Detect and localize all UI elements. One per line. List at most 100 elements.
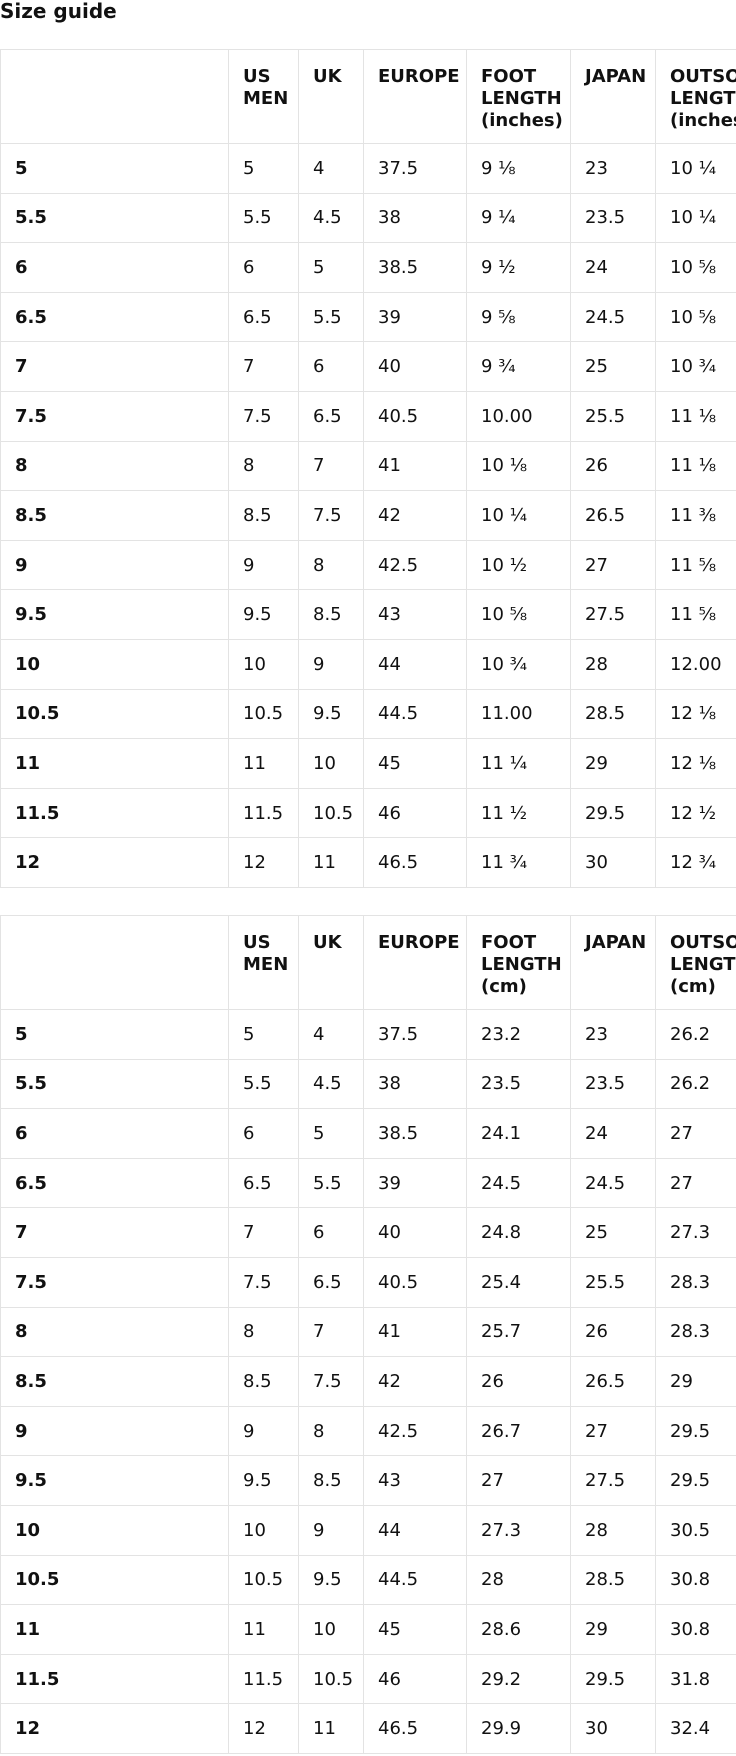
cell: 24.5 [466, 1157, 571, 1209]
size-cell: 11 [0, 738, 229, 789]
cell: 5 [228, 143, 299, 194]
cell: 6.5 [298, 1256, 364, 1308]
header-cell: FOOT LENGTH (inches) [466, 49, 571, 144]
header-cell: EUROPE [363, 915, 467, 1010]
cell: 40.5 [363, 1256, 467, 1308]
cell: 10 ½ [466, 539, 571, 591]
cell: 7 [298, 440, 364, 492]
size-cell: 11.5 [0, 1653, 229, 1705]
cell: 11 ⅜ [655, 490, 736, 541]
cell: 10 ¾ [655, 341, 736, 392]
cell: 26 [570, 440, 656, 492]
cell: 7 [228, 1207, 299, 1258]
header-cell: UK [298, 49, 364, 144]
cell: 7.5 [228, 390, 299, 442]
cell: 9 ⅛ [466, 143, 571, 194]
size-cell: 8 [0, 440, 229, 492]
size-cell: 8.5 [0, 1356, 229, 1407]
cell: 44.5 [363, 688, 467, 740]
cell: 10.5 [228, 1554, 299, 1606]
cell: 29.5 [655, 1455, 736, 1506]
cell: 9 [228, 1405, 299, 1457]
row: 11 11 10 45 11 ¼ 29 12 ⅛ [0, 738, 736, 789]
cell: 41 [363, 440, 467, 492]
cell: 4 [298, 143, 364, 194]
cell: 27 [655, 1157, 736, 1209]
row: 9.5 9.5 8.5 43 10 ⅝ 27.5 11 ⅝ [0, 589, 736, 640]
cell: 25.5 [570, 1256, 656, 1308]
cell: 26.5 [570, 1356, 656, 1407]
row: 5 5 4 37.5 23.2 23 26.2 [0, 1009, 736, 1060]
cell: 24.8 [466, 1207, 571, 1258]
cell: 10.5 [228, 688, 299, 740]
cell: 10 ¼ [655, 143, 736, 194]
cell: 8 [298, 1405, 364, 1457]
cell: 6 [298, 341, 364, 392]
cell: 12 ¾ [655, 837, 736, 888]
row: 12 12 11 46.5 11 ¾ 30 12 ¾ [0, 837, 736, 888]
header-cell: EUROPE [363, 49, 467, 144]
cell: 46.5 [363, 1703, 467, 1754]
size-cell: 9 [0, 1405, 229, 1457]
row: 7 7 6 40 9 ¾ 25 10 ¾ [0, 341, 736, 392]
size-table: US MEN UK EUROPE FOOT LENGTH (inches) JAPAN O… [0, 49, 736, 888]
header-cell [0, 49, 229, 144]
size-cell: 7 [0, 1207, 229, 1258]
cell: 44 [363, 1504, 467, 1556]
cell: 26 [466, 1356, 571, 1407]
cell: 26.2 [655, 1009, 736, 1060]
cell: 29.5 [655, 1405, 736, 1457]
cell: 12 [228, 1703, 299, 1754]
size-cell: 6 [0, 1108, 229, 1159]
row: 6.5 6.5 5.5 39 9 ⅝ 24.5 10 ⅝ [0, 291, 736, 343]
cell: 29 [655, 1356, 736, 1407]
cell: 26.7 [466, 1405, 571, 1457]
size-cell: 11 [0, 1604, 229, 1655]
cell: 38 [363, 192, 467, 244]
cell: 24 [570, 242, 656, 293]
cell: 9 ½ [466, 242, 571, 293]
cell: 26.2 [655, 1058, 736, 1110]
cell: 5.5 [228, 1058, 299, 1110]
cell: 40.5 [363, 390, 467, 442]
cell: 40 [363, 341, 467, 392]
header-cell [0, 915, 229, 1010]
cell: 28.5 [570, 688, 656, 740]
cell: 9 ¼ [466, 192, 571, 244]
cell: 27 [570, 539, 656, 591]
cell: 8.5 [228, 1356, 299, 1407]
cell: 24.1 [466, 1108, 571, 1159]
size-cell: 11.5 [0, 787, 229, 839]
cell: 24.5 [570, 1157, 656, 1209]
cell: 29 [570, 738, 656, 789]
cell: 11 [228, 738, 299, 789]
cell: 4.5 [298, 1058, 364, 1110]
cell: 25.7 [466, 1306, 571, 1358]
cell: 11 ⅝ [655, 539, 736, 591]
row: 11.5 11.5 10.5 46 29.2 29.5 31.8 [0, 1653, 736, 1705]
cell: 12.00 [655, 638, 736, 690]
size-cell: 7.5 [0, 1256, 229, 1308]
size-cell: 7.5 [0, 390, 229, 442]
row: 8 8 7 41 10 ⅛ 26 11 ⅛ [0, 440, 736, 492]
cell: 27.3 [655, 1207, 736, 1258]
cell: 23.5 [466, 1058, 571, 1110]
row: 6 6 5 38.5 9 ½ 24 10 ⅝ [0, 242, 736, 293]
cell: 45 [363, 738, 467, 789]
cell: 5.5 [298, 1157, 364, 1209]
cell: 6.5 [228, 291, 299, 343]
header-cell: UK [298, 915, 364, 1010]
size-cell: 8.5 [0, 490, 229, 541]
cell: 8 [228, 1306, 299, 1358]
cell: 7.5 [298, 490, 364, 541]
cell: 25.4 [466, 1256, 571, 1308]
size-cell: 6.5 [0, 1157, 229, 1209]
size-cell: 8 [0, 1306, 229, 1358]
cell: 26 [570, 1306, 656, 1358]
header-cell: US MEN [228, 915, 299, 1010]
header-cell: JAPAN [570, 49, 656, 144]
cell: 9 ¾ [466, 341, 571, 392]
cell: 38 [363, 1058, 467, 1110]
